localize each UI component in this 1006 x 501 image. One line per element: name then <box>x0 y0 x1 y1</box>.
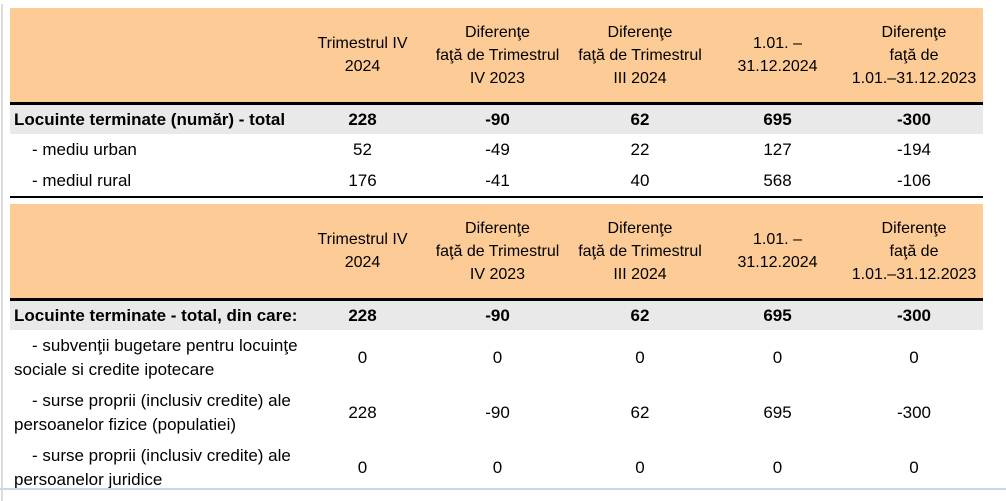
data-cell: 228 <box>300 103 425 134</box>
data-cell: 176 <box>300 165 425 198</box>
row-label: - subvenţii bugetare pentru locuinţe soc… <box>14 335 298 379</box>
data-cell: 40 <box>570 165 710 198</box>
table1-header-dif-perioada-2023: Diferenţe faţă de 1.01.–31.12.2023 <box>845 8 983 105</box>
data-cell: 0 <box>357 457 368 477</box>
data-cell: 52 <box>353 139 372 159</box>
data-cell: -300 <box>896 402 932 422</box>
data-cell: 0 <box>909 347 919 367</box>
table1-header-trimestrul-iv-2024: Trimestrul IV 2024 <box>300 8 425 105</box>
table2-header-empty <box>10 204 300 301</box>
data-cell: 228 <box>348 402 377 422</box>
data-cell: 62 <box>570 103 710 134</box>
data-cell: -49 <box>485 139 510 159</box>
data-cell: 22 <box>630 139 650 159</box>
row-label: - surse proprii (inclusiv credite) ale p… <box>14 390 291 434</box>
data-cell: -90 <box>425 103 570 134</box>
data-cell: 62 <box>630 402 650 422</box>
data-cell: 0 <box>492 347 503 367</box>
table2-header-trimestrul-iv-2024: Trimestrul IV 2024 <box>300 204 425 301</box>
row-label: Locuinte terminate - total, din care: <box>10 299 300 330</box>
data-cell: -300 <box>845 103 983 134</box>
data-cell: 0 <box>772 457 783 477</box>
data-cell: 695 <box>710 299 845 330</box>
data-cell: 0 <box>492 457 503 477</box>
data-cell: -90 <box>425 299 570 330</box>
table-row: - surse proprii (inclusiv credite) ale p… <box>10 385 983 440</box>
table-locuinte-terminate-mediu: Trimestrul IV 2024 Diferenţe faţă de Tri… <box>10 8 983 198</box>
data-cell: 695 <box>763 402 792 422</box>
table-row: Locuinte terminate (număr) - total 228 -… <box>10 103 983 134</box>
data-cell: -194 <box>896 139 932 159</box>
data-cell: 695 <box>710 103 845 134</box>
table2-header-dif-trim-iii-2024: Diferenţe faţă de Trimestrul III 2024 <box>570 204 710 301</box>
data-cell: 62 <box>570 299 710 330</box>
table-row: - mediu urban 52 -49 22 127 -194 <box>10 134 983 165</box>
data-cell: -300 <box>845 299 983 330</box>
table1-header-dif-trim-iv-2023: Diferenţe faţă de Trimestrul IV 2023 <box>425 8 570 105</box>
data-cell: 0 <box>635 457 645 477</box>
table-row: - surse proprii (inclusiv credite) ale p… <box>10 440 983 495</box>
row-label: Locuinte terminate (număr) - total <box>10 103 300 134</box>
data-cell: 0 <box>909 457 919 477</box>
data-cell: 0 <box>772 347 783 367</box>
table2-header-dif-perioada-2023: Diferenţe faţă de 1.01.–31.12.2023 <box>845 204 983 301</box>
row-label: - mediu urban <box>32 139 137 159</box>
data-cell: 228 <box>300 299 425 330</box>
bottom-divider-line <box>0 488 1006 490</box>
data-cell: 0 <box>357 347 368 367</box>
table-locuinte-terminate-surse: Trimestrul IV 2024 Diferenţe faţă de Tri… <box>10 204 983 495</box>
data-cell: 0 <box>635 347 645 367</box>
table-row: Locuinte terminate - total, din care: 22… <box>10 299 983 330</box>
data-cell: -41 <box>425 165 570 198</box>
table-row: - mediul rural 176 -41 40 568 -106 <box>10 165 983 198</box>
data-cell: -106 <box>845 165 983 198</box>
data-cell: 127 <box>763 139 792 159</box>
table2-header-perioada-2024: 1.01. – 31.12.2024 <box>710 204 845 301</box>
table1-header-dif-trim-iii-2024: Diferenţe faţă de Trimestrul III 2024 <box>570 8 710 105</box>
table2-header-dif-trim-iv-2023: Diferenţe faţă de Trimestrul IV 2023 <box>425 204 570 301</box>
table1-header-empty <box>10 8 300 105</box>
data-cell: 568 <box>710 165 845 198</box>
table2-header-row: Trimestrul IV 2024 Diferenţe faţă de Tri… <box>10 204 983 301</box>
table1-header-perioada-2024: 1.01. – 31.12.2024 <box>710 8 845 105</box>
table1-header-row: Trimestrul IV 2024 Diferenţe faţă de Tri… <box>10 8 983 105</box>
row-label: - surse proprii (inclusiv credite) ale p… <box>14 445 291 489</box>
data-cell: -90 <box>485 402 510 422</box>
row-label: - mediul rural <box>10 165 300 198</box>
table-row: - subvenţii bugetare pentru locuinţe soc… <box>10 330 983 385</box>
page-left-edge-line <box>1 4 3 501</box>
